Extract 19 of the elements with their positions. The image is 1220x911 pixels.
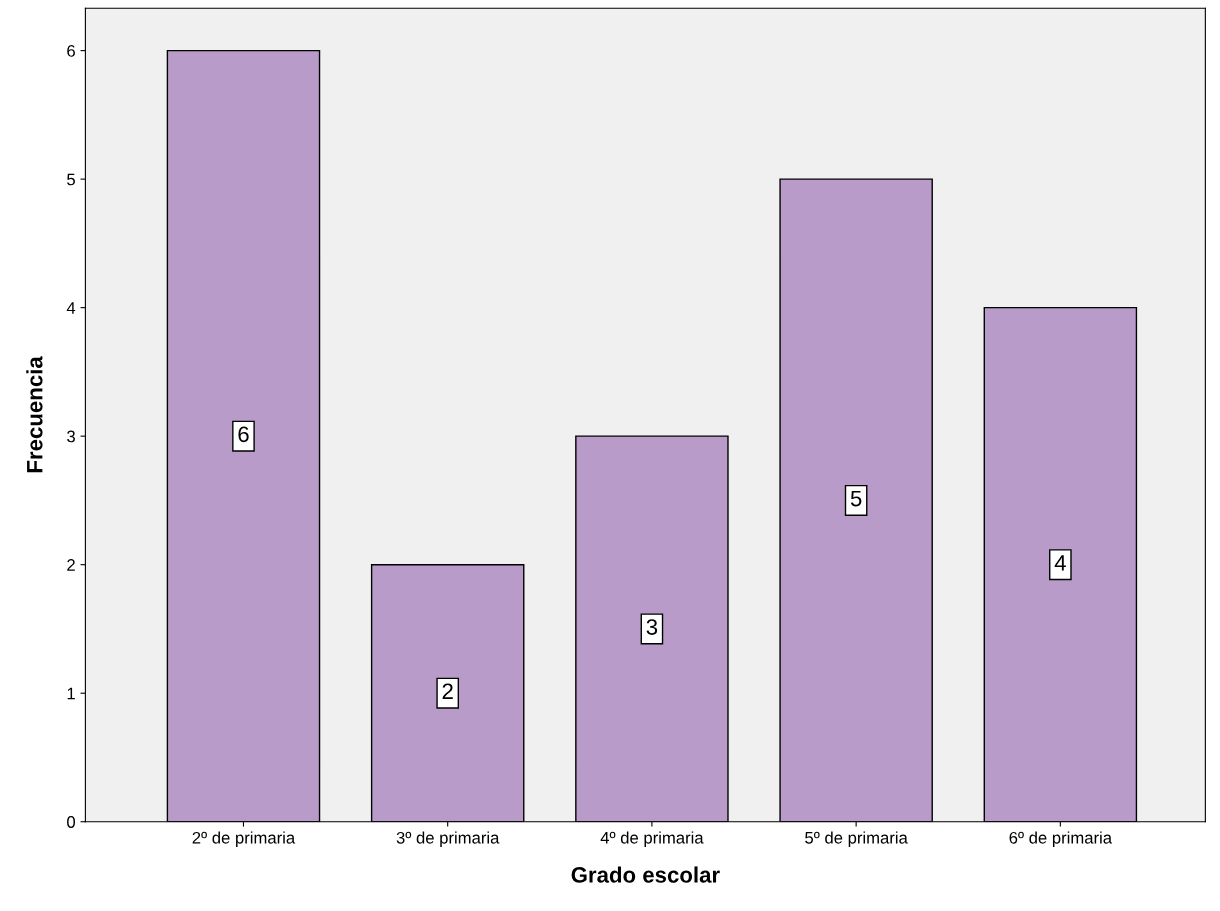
data-label: 4	[1054, 555, 1066, 571]
data-label: 2	[442, 683, 453, 699]
y-tick-label: 2	[67, 559, 75, 571]
y-tick-label: 0	[67, 816, 76, 828]
x-axis-title: Grado escolar	[571, 866, 720, 883]
data-label: 3	[646, 619, 658, 635]
x-tick-label: 4º de primaria	[600, 831, 704, 847]
y-tick-label: 1	[67, 687, 75, 700]
y-tick-label: 6	[67, 45, 75, 57]
y-tick-label: 4	[66, 302, 76, 314]
data-label: 5	[850, 490, 862, 507]
y-tick-label: 5	[67, 173, 75, 186]
x-tick-label: 2º de primaria	[192, 831, 296, 847]
y-axis-title: Frecuencia	[26, 356, 43, 473]
x-tick-label: 6º de primaria	[1009, 831, 1113, 847]
x-tick-label: 5º de primaria	[805, 831, 908, 847]
y-tick-label: 3	[67, 430, 75, 443]
x-tick-label: 3º de primaria	[396, 831, 500, 847]
data-label: 6	[238, 426, 249, 443]
